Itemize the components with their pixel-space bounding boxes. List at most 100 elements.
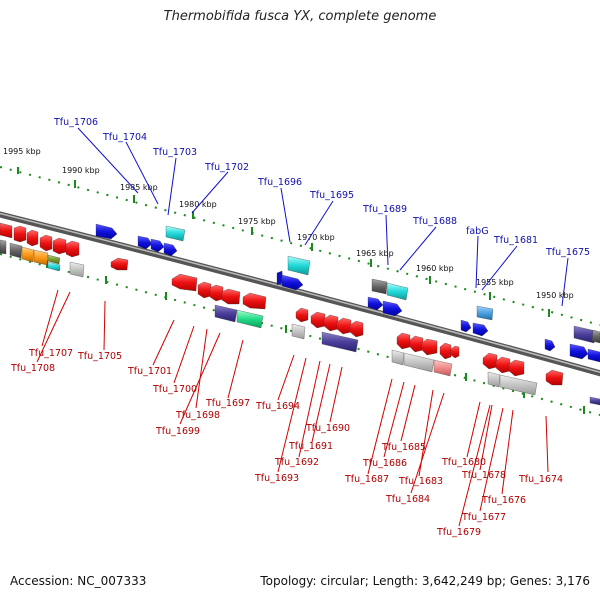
gene-box[interactable] bbox=[236, 309, 264, 329]
gene-box[interactable] bbox=[589, 396, 600, 406]
gene-box[interactable] bbox=[386, 282, 409, 301]
gene-arrow[interactable] bbox=[221, 288, 241, 305]
reverse-gene-label[interactable]: Tfu_1693 bbox=[254, 473, 299, 484]
gene-arrow[interactable] bbox=[587, 348, 600, 363]
gene-box[interactable] bbox=[321, 331, 359, 353]
gene-box[interactable] bbox=[499, 374, 538, 396]
gene-box[interactable] bbox=[573, 325, 597, 344]
forward-gene-label[interactable]: Tfu_1703 bbox=[152, 147, 197, 158]
reverse-gene-label[interactable]: Tfu_1678 bbox=[461, 470, 506, 481]
gene-arrow[interactable] bbox=[295, 307, 309, 323]
gene-arrow[interactable] bbox=[482, 352, 498, 370]
reverse-gene-label[interactable]: Tfu_1701 bbox=[127, 366, 172, 377]
forward-gene-label[interactable]: Tfu_1689 bbox=[362, 204, 407, 215]
reverse-gene-label[interactable]: Tfu_1707 bbox=[28, 348, 73, 359]
gene-arrow[interactable] bbox=[65, 240, 80, 258]
gene-box[interactable] bbox=[433, 359, 453, 377]
gene-box[interactable] bbox=[9, 242, 23, 259]
reverse-gene-label[interactable]: Tfu_1697 bbox=[205, 398, 250, 409]
gene-arrow[interactable] bbox=[336, 317, 352, 335]
gene-box[interactable] bbox=[391, 349, 405, 366]
gene-arrow[interactable] bbox=[450, 345, 460, 359]
reverse-gene-label[interactable]: Tfu_1691 bbox=[288, 441, 333, 452]
gene-arrow[interactable] bbox=[95, 223, 118, 240]
forward-gene-label[interactable]: Tfu_1704 bbox=[102, 132, 147, 143]
gene-arrow[interactable] bbox=[544, 338, 556, 352]
gene-box[interactable] bbox=[214, 304, 238, 323]
gene-arrow[interactable] bbox=[52, 237, 67, 255]
gene-arrow[interactable] bbox=[209, 284, 224, 302]
forward-gene-label[interactable]: Tfu_1706 bbox=[53, 117, 98, 128]
gene-arrow[interactable] bbox=[396, 332, 411, 350]
gene-box[interactable] bbox=[21, 246, 35, 263]
gene-box[interactable] bbox=[69, 261, 85, 278]
reverse-gene-label[interactable]: Tfu_1700 bbox=[152, 384, 197, 395]
gene-box[interactable] bbox=[165, 225, 186, 242]
gene-arrow[interactable] bbox=[310, 311, 326, 329]
gene-arrow[interactable] bbox=[460, 319, 472, 333]
gene-arrow[interactable] bbox=[281, 274, 304, 291]
gene-arrow[interactable] bbox=[439, 342, 452, 360]
gene-box[interactable] bbox=[47, 261, 61, 272]
gene-box[interactable] bbox=[591, 329, 600, 344]
reverse-gene-label[interactable]: Tfu_1705 bbox=[77, 351, 122, 362]
reverse-gene-label[interactable]: Tfu_1684 bbox=[385, 494, 430, 505]
gene-box[interactable] bbox=[403, 352, 435, 373]
forward-gene-label[interactable]: Tfu_1695 bbox=[309, 190, 354, 201]
gene-arrow[interactable] bbox=[421, 338, 438, 356]
reverse-gene-label[interactable]: Tfu_1687 bbox=[344, 474, 389, 485]
reverse-gene-label[interactable]: Tfu_1679 bbox=[436, 527, 481, 538]
gene-arrow[interactable] bbox=[495, 356, 511, 374]
gene-arrow[interactable] bbox=[472, 322, 489, 337]
reverse-gene-label[interactable]: Tfu_1698 bbox=[175, 410, 220, 421]
gene-arrow[interactable] bbox=[26, 229, 39, 247]
gene-box[interactable] bbox=[33, 249, 49, 266]
reverse-genes bbox=[0, 222, 600, 406]
gene-arrow[interactable] bbox=[545, 369, 564, 386]
gene-arrow[interactable] bbox=[197, 281, 212, 299]
gene-arrow[interactable] bbox=[39, 234, 53, 252]
forward-gene-label[interactable]: fabG bbox=[466, 226, 489, 237]
forward-gene-label[interactable]: Tfu_1702 bbox=[204, 162, 249, 173]
kbp-label: 1995 kbp bbox=[3, 147, 41, 156]
gene-arrow[interactable] bbox=[110, 257, 129, 271]
reverse-gene-label[interactable]: Tfu_1694 bbox=[255, 401, 300, 412]
gene-arrow[interactable] bbox=[242, 292, 267, 310]
reverse-gene-labels: Tfu_1707 Tfu_1708 Tfu_1705 Tfu_1701 Tfu_… bbox=[10, 348, 563, 538]
gene-arrow[interactable] bbox=[150, 238, 165, 253]
reverse-gene-label[interactable]: Tfu_1674 bbox=[518, 474, 563, 485]
gene-box[interactable] bbox=[47, 254, 61, 265]
gene-arrow[interactable] bbox=[409, 335, 424, 353]
gene-arrow[interactable] bbox=[349, 320, 364, 338]
gene-arrow[interactable] bbox=[323, 314, 339, 332]
gene-arrow[interactable] bbox=[382, 300, 403, 317]
forward-gene-label[interactable]: Tfu_1688 bbox=[412, 216, 457, 227]
gene-arrow[interactable] bbox=[137, 235, 153, 250]
gene-arrow[interactable] bbox=[13, 225, 27, 243]
gene-arrow[interactable] bbox=[569, 343, 589, 360]
reverse-gene-label[interactable]: Tfu_1685 bbox=[381, 442, 426, 453]
reverse-gene-label[interactable]: Tfu_1677 bbox=[461, 512, 506, 523]
forward-gene-label[interactable]: Tfu_1696 bbox=[257, 177, 302, 188]
gene-box[interactable] bbox=[0, 239, 7, 255]
forward-gene-label[interactable]: Tfu_1681 bbox=[493, 235, 538, 246]
reverse-gene-label[interactable]: Tfu_1683 bbox=[398, 476, 443, 487]
forward-gene-label[interactable]: Tfu_1675 bbox=[545, 247, 590, 258]
reverse-gene-label[interactable]: Tfu_1680 bbox=[441, 457, 486, 468]
reverse-gene-label[interactable]: Tfu_1692 bbox=[274, 457, 319, 468]
gene-arrow[interactable] bbox=[367, 296, 384, 311]
gene-box[interactable] bbox=[487, 371, 501, 388]
gene-box[interactable] bbox=[371, 278, 388, 295]
gene-arrow[interactable] bbox=[508, 359, 525, 377]
reverse-gene-label[interactable]: Tfu_1708 bbox=[10, 363, 55, 374]
gene-arrow[interactable] bbox=[163, 242, 178, 257]
reverse-gene-label[interactable]: Tfu_1690 bbox=[305, 423, 350, 434]
reverse-gene-label[interactable]: Tfu_1699 bbox=[155, 426, 200, 437]
gene-arrow[interactable] bbox=[171, 273, 198, 292]
reverse-gene-label[interactable]: Tfu_1676 bbox=[481, 495, 526, 506]
reverse-gene-label[interactable]: Tfu_1686 bbox=[362, 458, 407, 469]
gene-box[interactable] bbox=[291, 323, 306, 340]
gene-box[interactable] bbox=[476, 305, 494, 321]
gene-arrow[interactable] bbox=[0, 222, 13, 239]
gene-box[interactable] bbox=[287, 255, 311, 276]
